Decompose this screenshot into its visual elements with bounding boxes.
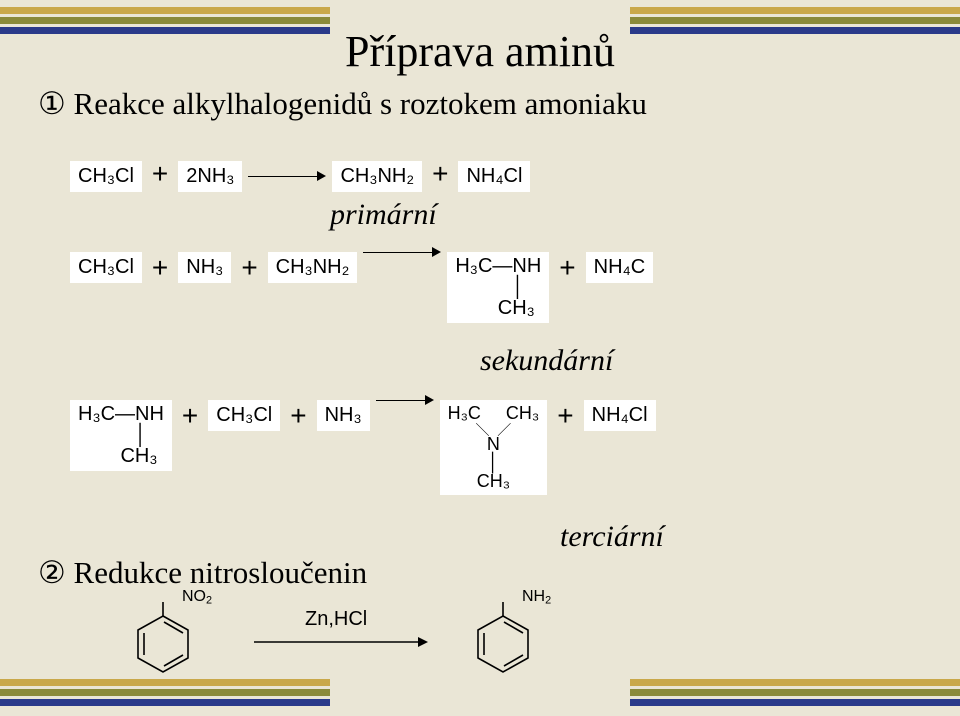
eq2-r2: NH₃ [178, 252, 231, 283]
plus-icon: + [142, 252, 178, 288]
plus-icon: + [231, 252, 267, 288]
slide-content: Příprava aminů ① Reakce alkylhalogenidů … [0, 0, 960, 716]
bullet-marker-1: ① [38, 86, 66, 121]
eq3-r1: H₃C—NH │ CH₃ [70, 400, 172, 471]
eq3-p1: H₃C CH₃ ＼ ／ N │ CH₃ [440, 400, 548, 495]
equation-2: CH₃Cl + NH₃ + CH₃NH₂ H₃C—NH │ CH₃ + NH₄C [70, 252, 653, 312]
no2-label: NO2 [182, 588, 212, 607]
arrow-icon [250, 632, 430, 652]
plus-icon: + [172, 400, 208, 436]
plus-icon: + [547, 400, 583, 436]
eq2-p1: H₃C—NH │ CH₃ [447, 252, 549, 323]
plus-icon: + [142, 158, 178, 194]
equation-3: H₃C—NH │ CH₃ + CH₃Cl + NH₃ H₃C CH₃ ＼ ／ N… [70, 400, 656, 460]
eq1-p2: NH₄Cl [458, 161, 530, 192]
label-secondary: sekundární [480, 344, 613, 378]
nh2-label: NH2 [522, 588, 551, 607]
plus-icon: + [422, 158, 458, 194]
eq1-p1: CH₃NH₂ [332, 161, 422, 192]
eq1-r2: 2NH₃ [178, 161, 242, 192]
equation-1: CH₃Cl + 2NH₃ CH₃NH₂ + NH₄Cl [70, 146, 530, 206]
page-title: Příprava aminů [0, 26, 960, 77]
eq3-r3: NH₃ [317, 400, 370, 431]
label-tertiary: terciární [560, 520, 664, 554]
reduction-scheme: NO2 Zn,HCl NH2 [120, 590, 640, 700]
eq3-p2: NH₄Cl [584, 400, 656, 431]
aniline-icon [470, 596, 552, 692]
conditions-label: Zn,HCl [305, 608, 367, 631]
eq2-r3: CH₃NH₂ [268, 252, 358, 283]
bullet-2-text: Redukce nitrosloučenin [74, 555, 368, 590]
eq2-p2: NH₄C [586, 252, 654, 283]
plus-icon: + [280, 400, 316, 436]
eq3-r2: CH₃Cl [208, 400, 280, 431]
eq2-r1: CH₃Cl [70, 252, 142, 283]
eq1-r1: CH₃Cl [70, 161, 142, 192]
bullet-1-text: Reakce alkylhalogenidů s roztokem amonia… [74, 86, 647, 121]
label-primary: primární [330, 198, 437, 232]
bullet-2: ② Redukce nitrosloučenin [38, 555, 367, 591]
bullet-1: ① Reakce alkylhalogenidů s roztokem amon… [38, 86, 647, 122]
bullet-marker-2: ② [38, 555, 66, 590]
plus-icon: + [549, 252, 585, 288]
nitrobenzene-icon [130, 596, 212, 692]
